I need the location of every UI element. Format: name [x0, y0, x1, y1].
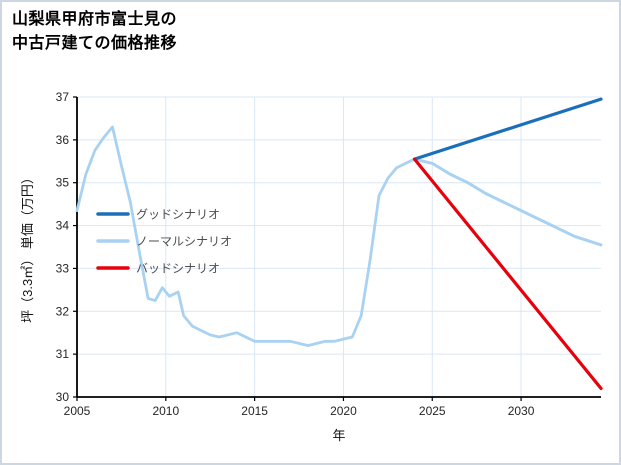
chart-title-line1: 山梨県甲府市富士見の	[12, 11, 178, 28]
x-tick-label: 2025	[419, 404, 446, 418]
y-axis-label: 坪（3.3㎡） 単価（万円）	[20, 171, 35, 323]
y-tick-label: 37	[56, 90, 70, 104]
x-tick-label: 2005	[64, 404, 91, 418]
series-line-bad	[412, 157, 603, 390]
y-tick-label: 30	[56, 390, 70, 404]
legend-label-good: グッドシナリオ	[136, 208, 220, 222]
axes	[76, 97, 601, 398]
x-tick-label: 2030	[508, 404, 535, 418]
series-line-normal-forecast	[413, 157, 603, 247]
x-tick-label: 2010	[152, 404, 179, 418]
y-tick-label: 31	[56, 347, 70, 361]
y-tick-label: 35	[56, 176, 70, 190]
legend-label-normal: ノーマルシナリオ	[136, 235, 232, 249]
x-axis-label: 年	[332, 428, 345, 443]
y-tick-label: 36	[56, 133, 70, 147]
legend-label-bad: バッドシナリオ	[136, 262, 220, 276]
y-tick-label: 33	[56, 261, 70, 275]
series-line-good	[412, 97, 603, 161]
x-tick-label: 2015	[241, 404, 268, 418]
chart-title: 山梨県甲府市富士見の 中古戸建ての価格推移	[12, 8, 177, 56]
series-lines	[75, 97, 603, 390]
tick-labels: 2005 2010 2015 2020 2025 2030 30 31 32 33 34 35 36 37	[56, 90, 535, 418]
x-tick-label: 2020	[330, 404, 357, 418]
y-tick-label: 34	[56, 219, 70, 233]
chart-title-line2: 中古戸建ての価格推移	[12, 35, 178, 52]
y-tick-label: 32	[56, 304, 70, 318]
series-line-normal-history	[75, 125, 416, 347]
